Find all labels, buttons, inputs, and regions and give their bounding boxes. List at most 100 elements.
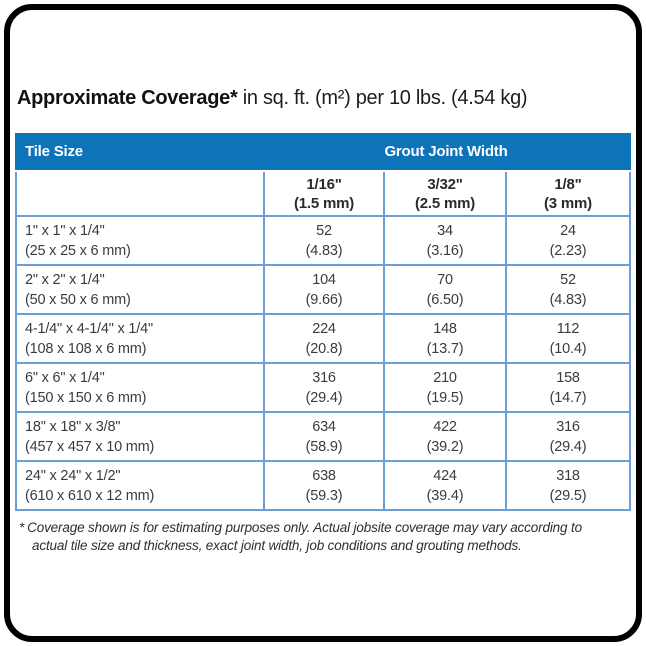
coverage-value-cell: 52 (4.83) bbox=[263, 217, 383, 264]
coverage-sqft: 422 bbox=[433, 418, 457, 435]
joint-width-metric: (1.5 mm) bbox=[293, 194, 355, 212]
table-row: 2" x 2" x 1/4" (50 x 50 x 6 mm) 104 (9.6… bbox=[17, 264, 629, 313]
joint-column-header-1-16: 1/16" (1.5 mm) bbox=[263, 172, 383, 215]
coverage-m2: (19.5) bbox=[426, 389, 464, 406]
tile-size-inches: 1" x 1" x 1/4" bbox=[25, 222, 105, 239]
coverage-value-cell: 70 (6.50) bbox=[383, 266, 505, 313]
header-cell-grout-joint-width: Grout Joint Width bbox=[384, 143, 508, 160]
table-row: 18" x 18" x 3/8" (457 x 457 x 10 mm) 634… bbox=[17, 411, 629, 460]
coverage-sqft: 316 bbox=[556, 418, 580, 435]
coverage-value-cell: 316 (29.4) bbox=[263, 364, 383, 411]
page-title: Approximate Coverage* in sq. ft. (m²) pe… bbox=[17, 84, 631, 112]
joint-width-label: 3/32" bbox=[427, 175, 463, 193]
coverage-sqft: 52 bbox=[560, 271, 576, 288]
footnote: * Coverage shown is for estimating purpos… bbox=[17, 519, 617, 555]
coverage-value-cell: 634 (58.9) bbox=[263, 413, 383, 460]
tile-size-inches: 24" x 24" x 1/2" bbox=[25, 467, 121, 484]
tile-size-metric: (150 x 150 x 6 mm) bbox=[25, 389, 147, 406]
coverage-sqft: 638 bbox=[312, 467, 336, 484]
tile-size-metric: (50 x 50 x 6 mm) bbox=[25, 291, 131, 308]
tile-size-cell: 2" x 2" x 1/4" (50 x 50 x 6 mm) bbox=[17, 266, 263, 313]
page-content: Approximate Coverage* in sq. ft. (m²) pe… bbox=[15, 0, 631, 555]
coverage-value-cell: 112 (10.4) bbox=[505, 315, 629, 362]
coverage-sqft: 70 bbox=[437, 271, 453, 288]
coverage-m2: (10.4) bbox=[549, 340, 587, 357]
coverage-sqft: 210 bbox=[433, 369, 457, 386]
tile-size-metric: (25 x 25 x 6 mm) bbox=[25, 242, 131, 259]
coverage-m2: (2.23) bbox=[549, 242, 587, 259]
coverage-sqft: 316 bbox=[312, 369, 336, 386]
tile-size-cell: 18" x 18" x 3/8" (457 x 457 x 10 mm) bbox=[17, 413, 263, 460]
coverage-value-cell: 148 (13.7) bbox=[383, 315, 505, 362]
tile-size-metric: (108 x 108 x 6 mm) bbox=[25, 340, 147, 357]
header-cell-tile-size: Tile Size bbox=[25, 143, 83, 160]
coverage-m2: (14.7) bbox=[549, 389, 587, 406]
coverage-sqft: 24 bbox=[560, 222, 576, 239]
footnote-text: Coverage shown is for estimating purpose… bbox=[27, 520, 582, 553]
coverage-m2: (9.66) bbox=[305, 291, 343, 308]
tile-size-inches: 18" x 18" x 3/8" bbox=[25, 418, 121, 435]
coverage-value-cell: 52 (4.83) bbox=[505, 266, 629, 313]
coverage-m2: (39.4) bbox=[426, 487, 464, 504]
coverage-m2: (59.3) bbox=[305, 487, 343, 504]
tile-size-cell: 1" x 1" x 1/4" (25 x 25 x 6 mm) bbox=[17, 217, 263, 264]
coverage-m2: (39.2) bbox=[426, 438, 464, 455]
coverage-value-cell: 210 (19.5) bbox=[383, 364, 505, 411]
table-row: 6" x 6" x 1/4" (150 x 150 x 6 mm) 316 (2… bbox=[17, 362, 629, 411]
table-header-row: Tile Size Grout Joint Width bbox=[15, 133, 631, 170]
page-title-main: Approximate Coverage* bbox=[17, 87, 238, 109]
coverage-value-cell: 158 (14.7) bbox=[505, 364, 629, 411]
tile-size-inches: 2" x 2" x 1/4" bbox=[25, 271, 105, 288]
coverage-m2: (13.7) bbox=[426, 340, 464, 357]
tile-size-inches: 6" x 6" x 1/4" bbox=[25, 369, 105, 386]
joint-width-metric: (2.5 mm) bbox=[414, 194, 476, 212]
coverage-sqft: 318 bbox=[556, 467, 580, 484]
coverage-m2: (29.5) bbox=[549, 487, 587, 504]
coverage-sqft: 224 bbox=[312, 320, 336, 337]
joint-column-header-1-8: 1/8" (3 mm) bbox=[505, 172, 629, 215]
coverage-sqft: 148 bbox=[433, 320, 457, 337]
table-row: 4-1/4" x 4-1/4" x 1/4" (108 x 108 x 6 mm… bbox=[17, 313, 629, 362]
tile-size-metric: (610 x 610 x 12 mm) bbox=[25, 487, 155, 504]
coverage-value-cell: 638 (59.3) bbox=[263, 462, 383, 509]
coverage-m2: (20.8) bbox=[305, 340, 343, 357]
coverage-value-cell: 104 (9.66) bbox=[263, 266, 383, 313]
tile-size-cell: 6" x 6" x 1/4" (150 x 150 x 6 mm) bbox=[17, 364, 263, 411]
joint-width-metric: (3 mm) bbox=[544, 194, 592, 212]
coverage-sqft: 634 bbox=[312, 418, 336, 435]
coverage-table: Tile Size Grout Joint Width 1/16" (1.5 m… bbox=[15, 133, 631, 511]
tile-size-cell: 24" x 24" x 1/2" (610 x 610 x 12 mm) bbox=[17, 462, 263, 509]
coverage-m2: (3.16) bbox=[426, 242, 464, 259]
coverage-value-cell: 224 (20.8) bbox=[263, 315, 383, 362]
subheader-empty-cell bbox=[17, 172, 263, 215]
tile-size-metric: (457 x 457 x 10 mm) bbox=[25, 438, 155, 455]
footnote-marker: * bbox=[19, 520, 25, 535]
table-row: 24" x 24" x 1/2" (610 x 610 x 12 mm) 638… bbox=[17, 460, 629, 509]
coverage-m2: (4.83) bbox=[549, 291, 587, 308]
coverage-value-cell: 24 (2.23) bbox=[505, 217, 629, 264]
coverage-sqft: 112 bbox=[556, 320, 580, 337]
coverage-sqft: 52 bbox=[316, 222, 332, 239]
coverage-m2: (29.4) bbox=[549, 438, 587, 455]
joint-width-subheader-row: 1/16" (1.5 mm) 3/32" (2.5 mm) 1/8" (3 mm… bbox=[17, 172, 629, 215]
coverage-value-cell: 318 (29.5) bbox=[505, 462, 629, 509]
coverage-value-cell: 316 (29.4) bbox=[505, 413, 629, 460]
coverage-sqft: 34 bbox=[437, 222, 453, 239]
coverage-sqft: 104 bbox=[312, 271, 336, 288]
tile-size-inches: 4-1/4" x 4-1/4" x 1/4" bbox=[25, 320, 153, 337]
coverage-value-cell: 424 (39.4) bbox=[383, 462, 505, 509]
tile-size-cell: 4-1/4" x 4-1/4" x 1/4" (108 x 108 x 6 mm… bbox=[17, 315, 263, 362]
coverage-sqft: 424 bbox=[433, 467, 457, 484]
coverage-value-cell: 34 (3.16) bbox=[383, 217, 505, 264]
table-row: 1" x 1" x 1/4" (25 x 25 x 6 mm) 52 (4.83… bbox=[17, 215, 629, 264]
coverage-m2: (29.4) bbox=[305, 389, 343, 406]
joint-width-label: 1/16" bbox=[306, 175, 342, 193]
coverage-sqft: 158 bbox=[556, 369, 580, 386]
coverage-m2: (6.50) bbox=[426, 291, 464, 308]
joint-column-header-3-32: 3/32" (2.5 mm) bbox=[383, 172, 505, 215]
table-body: 1/16" (1.5 mm) 3/32" (2.5 mm) 1/8" (3 mm… bbox=[15, 172, 631, 511]
coverage-value-cell: 422 (39.2) bbox=[383, 413, 505, 460]
joint-width-label: 1/8" bbox=[554, 175, 582, 193]
coverage-m2: (4.83) bbox=[305, 242, 343, 259]
page-title-suffix: in sq. ft. (m²) per 10 lbs. (4.54 kg) bbox=[242, 87, 528, 109]
